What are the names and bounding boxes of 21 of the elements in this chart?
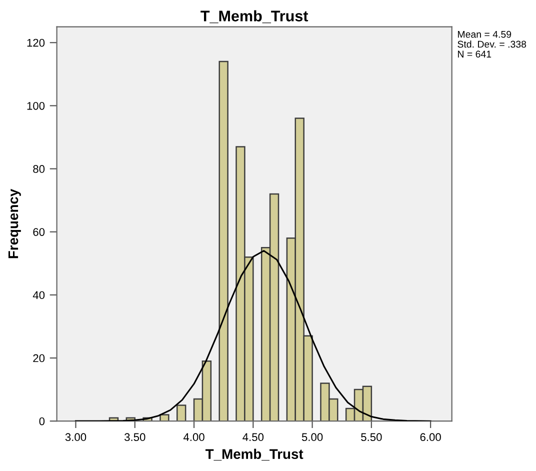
text: N = 641 (458, 50, 492, 58)
y-tick-label: 20 (33, 354, 45, 362)
x-axis-title: T_Memb_Trust (205, 448, 304, 461)
x-tick-label: 3.00 (65, 433, 86, 442)
y-axis-title: Frequency (8, 188, 21, 258)
x-tick-label: 4.50 (242, 433, 264, 442)
y-tick-label: 120 (27, 38, 45, 47)
y-tick-label: 100 (27, 102, 45, 110)
y-tick-label: 60 (33, 228, 45, 236)
x-tick-label: 3.50 (124, 433, 146, 442)
x-tick-label: 4.00 (183, 433, 204, 442)
y-tick-label: 40 (32, 291, 45, 300)
chart-title: T_Memb_Trust (200, 10, 308, 24)
x-tick-label: 5.50 (361, 433, 382, 442)
x-tick-label: 5.00 (302, 433, 323, 442)
y-tick-label: 0 (39, 417, 45, 426)
line-series (74, 250, 432, 422)
y-tick-label: 80 (33, 165, 45, 173)
x-tick-label: 6.00 (420, 433, 441, 442)
text: Mean = 4.59 (458, 30, 512, 38)
text: Std. Dev. = .338 (458, 40, 526, 48)
